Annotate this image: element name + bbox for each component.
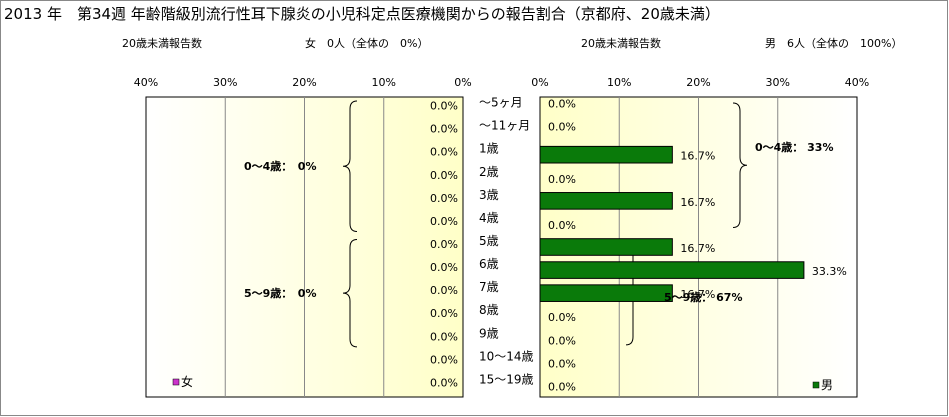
male-data-label: 0.0% xyxy=(548,334,576,347)
male-data-label: 16.7% xyxy=(680,150,715,163)
male-data-label: 0.0% xyxy=(548,98,576,111)
male-x-tick-label: 10% xyxy=(607,76,631,89)
female-data-label: 0.0% xyxy=(430,169,458,182)
female-age-group-label: 0～4歳： 0% xyxy=(244,159,316,173)
male-legend-swatch xyxy=(812,381,820,389)
male-data-label: 0.0% xyxy=(548,121,576,134)
female-data-label: 0.0% xyxy=(430,215,458,228)
male-data-label: 33.3% xyxy=(812,265,847,278)
male-x-tick-label: 0% xyxy=(531,76,548,89)
category-label: 15～19歳 xyxy=(479,372,534,386)
male-bar xyxy=(539,145,673,164)
male-bar xyxy=(539,261,805,279)
male-age-group-label: 0～4歳： 33% xyxy=(755,140,833,154)
female-data-label: 0.0% xyxy=(430,376,458,389)
female-age-group-brace xyxy=(342,238,358,348)
female-data-label: 0.0% xyxy=(430,330,458,343)
male-data-label: 16.7% xyxy=(680,242,715,255)
category-label: 7歳 xyxy=(479,280,499,294)
female-x-tick-label: 0% xyxy=(454,76,471,89)
female-data-label: 0.0% xyxy=(430,238,458,251)
category-label: ～11ヶ月 xyxy=(479,119,530,133)
female-data-label: 0.0% xyxy=(430,146,458,159)
female-x-tick-label: 10% xyxy=(372,76,396,89)
male-data-label: 0.0% xyxy=(548,173,576,186)
male-data-label: 0.0% xyxy=(548,219,576,232)
female-x-tick-label: 30% xyxy=(213,76,237,89)
male-bar xyxy=(539,284,673,302)
male-bar xyxy=(539,192,673,210)
male-data-label: 16.7% xyxy=(680,288,715,301)
female-legend-swatch xyxy=(172,378,180,386)
male-x-tick-label: 40% xyxy=(845,76,869,89)
female-legend-label: 女 xyxy=(181,374,193,389)
male-data-label: 0.0% xyxy=(548,357,576,370)
male-age-group-label: 5～9歳： 67% xyxy=(664,290,742,304)
female-age-group-label: 5～9歳： 0% xyxy=(244,286,316,300)
male-legend-label: 男 xyxy=(821,378,833,392)
male-data-label: 0.0% xyxy=(548,380,576,393)
chart-title: 2013 年 第34週 年齢階級別流行性耳下腺炎の小児科定点医療機関からの報告割… xyxy=(4,5,720,23)
male-age-group-brace xyxy=(732,102,748,228)
male-bar xyxy=(539,238,673,256)
female-data-label: 0.0% xyxy=(430,261,458,274)
category-label: 10～14歳 xyxy=(479,349,534,363)
category-label: 1歳 xyxy=(479,142,499,156)
female-data-label: 0.0% xyxy=(430,192,458,205)
female-count-value: 女 0人（全体の 0%） xyxy=(305,37,429,50)
female-data-label: 0.0% xyxy=(430,353,458,366)
category-label: 8歳 xyxy=(479,303,499,317)
female-count-label: 20歳未満報告数 xyxy=(122,37,202,50)
male-x-tick-label: 30% xyxy=(766,76,790,89)
female-data-label: 0.0% xyxy=(430,307,458,320)
female-data-label: 0.0% xyxy=(430,100,458,113)
male-x-tick-label: 20% xyxy=(686,76,710,89)
female-data-label: 0.0% xyxy=(430,123,458,136)
male-data-label: 16.7% xyxy=(680,196,715,209)
category-label: ～5ヶ月 xyxy=(479,96,523,110)
male-count-label: 20歳未満報告数 xyxy=(581,37,661,50)
category-label: 6歳 xyxy=(479,257,499,271)
category-label: 9歳 xyxy=(479,326,499,340)
category-label: 5歳 xyxy=(479,234,499,248)
female-x-tick-label: 40% xyxy=(134,76,158,89)
female-data-label: 0.0% xyxy=(430,284,458,297)
category-label: 2歳 xyxy=(479,165,499,179)
category-label: 3歳 xyxy=(479,188,499,202)
male-count-value: 男 6人（全体の 100%） xyxy=(765,37,903,50)
female-age-group-brace xyxy=(342,100,358,232)
category-label: 4歳 xyxy=(479,211,499,225)
male-data-label: 0.0% xyxy=(548,311,576,324)
female-x-tick-label: 20% xyxy=(292,76,316,89)
